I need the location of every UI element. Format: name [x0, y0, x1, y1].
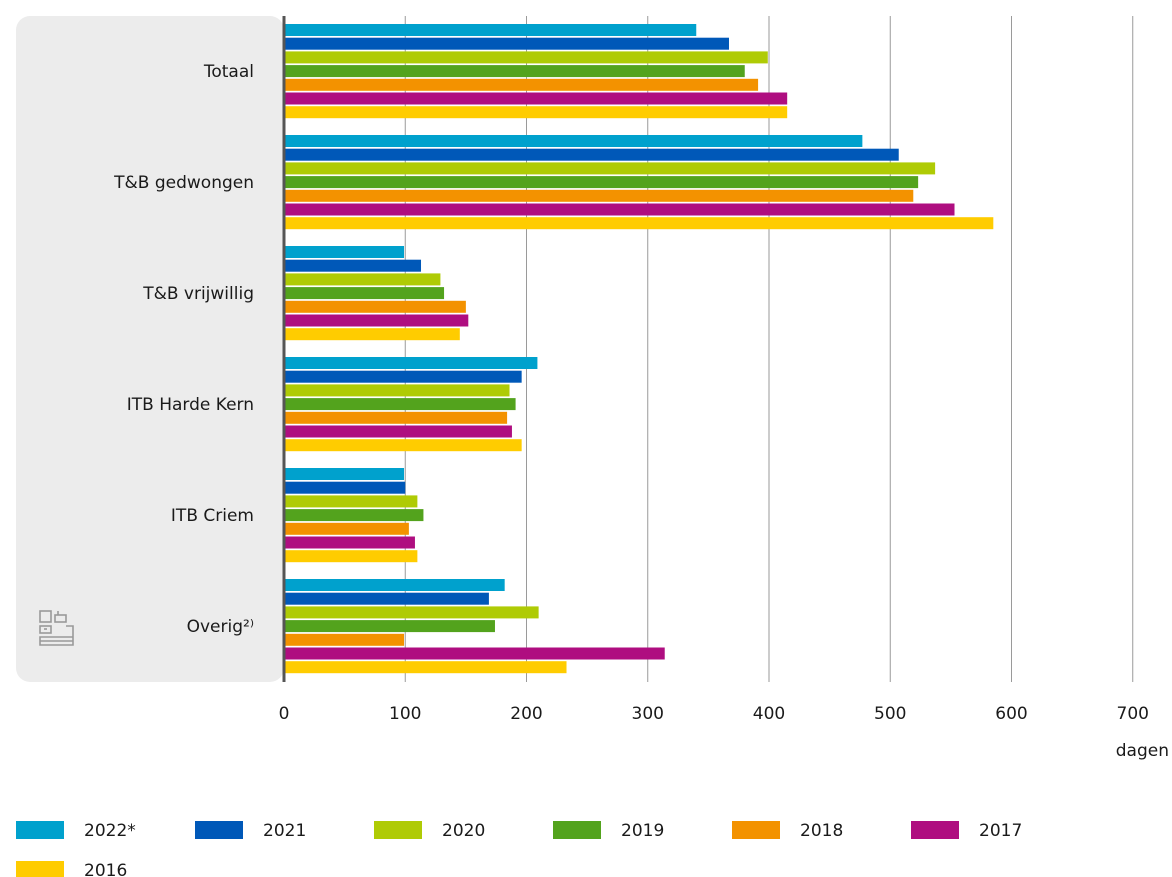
bar	[284, 78, 759, 91]
bar	[284, 481, 406, 494]
x-tick-label: 100	[389, 704, 421, 724]
legend-label: 2016	[84, 861, 127, 877]
bar	[284, 370, 522, 383]
legend-swatch	[732, 821, 780, 839]
bar	[284, 550, 418, 563]
bar	[284, 287, 445, 300]
legend-label: 2021	[263, 821, 306, 841]
bar	[284, 314, 469, 327]
bar	[284, 357, 538, 369]
legend-swatch	[374, 821, 422, 839]
legend-swatch	[195, 821, 243, 839]
legend-swatch	[16, 861, 64, 877]
x-tick-label: 600	[995, 704, 1027, 724]
bars	[284, 24, 994, 674]
legend-label: 2020	[442, 821, 485, 841]
x-tick-label: 300	[632, 704, 664, 724]
bar	[284, 384, 510, 397]
category-label: Overig²⁾	[187, 617, 254, 637]
bar	[284, 439, 522, 452]
bar	[284, 203, 955, 216]
bar	[284, 246, 405, 258]
legend-label: 2017	[979, 821, 1022, 841]
bar	[284, 273, 441, 286]
bar	[284, 148, 899, 161]
legend-swatch	[911, 821, 959, 839]
cbs-logo-icon	[39, 610, 74, 646]
bar	[284, 65, 745, 78]
bar	[284, 176, 919, 189]
bar	[284, 620, 495, 633]
bar	[284, 162, 936, 175]
x-tick-label: 500	[874, 704, 906, 724]
gridlines	[404, 16, 1134, 682]
bar	[284, 259, 422, 272]
category-label: ITB Harde Kern	[127, 395, 254, 415]
bar	[284, 579, 505, 591]
bar	[284, 189, 914, 202]
bar	[284, 468, 405, 480]
bar	[284, 51, 768, 64]
bar	[284, 92, 788, 105]
bar	[284, 425, 512, 438]
x-tick-labels: 0 100 200 300 400 500 600 700	[279, 704, 1149, 724]
bar	[284, 536, 415, 549]
bar	[284, 217, 994, 230]
bar	[284, 495, 418, 508]
category-panel	[16, 16, 284, 682]
category-labels: Totaal T&B gedwongen T&B vrijwillig ITB Har…	[113, 62, 254, 637]
bar	[284, 633, 405, 646]
x-tick-label: 200	[510, 704, 542, 724]
bar	[284, 509, 424, 522]
bar	[284, 606, 539, 619]
legend-label: 2022*	[84, 821, 136, 841]
bar	[284, 661, 567, 674]
legend-label: 2019	[621, 821, 664, 841]
category-label: T&B gedwongen	[113, 173, 254, 193]
bar	[284, 398, 516, 411]
legend-label: 2018	[800, 821, 843, 841]
x-tick-label: 700	[1117, 704, 1149, 724]
bar	[284, 135, 863, 147]
bar	[284, 106, 788, 119]
category-label: ITB Criem	[171, 506, 254, 526]
x-tick-label: 400	[753, 704, 785, 724]
bar	[284, 24, 697, 36]
bar	[284, 300, 466, 313]
bar	[284, 411, 508, 424]
bar	[284, 647, 665, 660]
bar	[284, 592, 489, 605]
legend-swatch	[16, 821, 64, 839]
x-axis-unit-label: dagen	[1116, 741, 1169, 761]
legend-swatch	[553, 821, 601, 839]
category-label: Totaal	[203, 62, 254, 82]
legend: 2022* 2021 2020 2019 2018 2017 2016	[16, 821, 1022, 877]
bar	[284, 328, 460, 341]
category-label: T&B vrijwillig	[142, 284, 254, 304]
bar	[284, 37, 729, 50]
bar	[284, 522, 409, 535]
x-tick-label: 0	[279, 704, 290, 724]
